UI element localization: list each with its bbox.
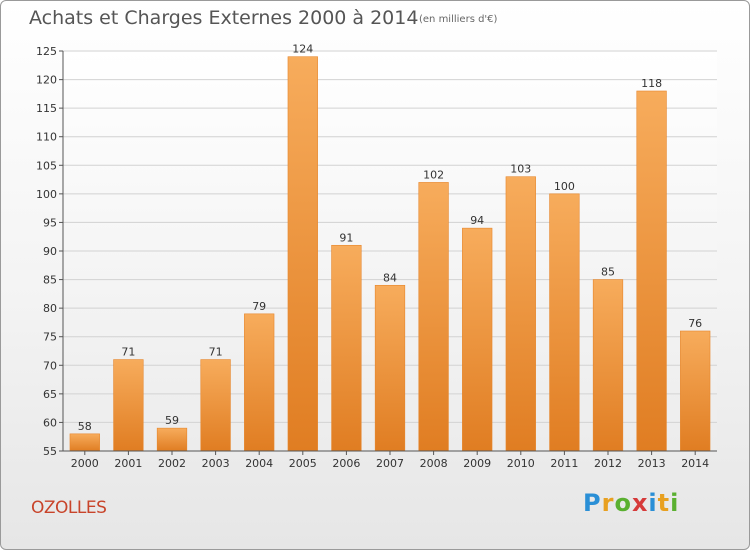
bar-2009	[462, 227, 493, 452]
x-tick-label: 2013	[638, 457, 666, 470]
y-tick-label: 90	[43, 245, 57, 258]
data-label-2007: 84	[383, 271, 397, 284]
data-label-2010: 103	[510, 163, 531, 176]
y-tick-label: 85	[43, 274, 57, 287]
proxiti-logo: Proxiti	[583, 489, 679, 517]
x-tick-label: 2012	[594, 457, 622, 470]
data-label-2005: 124	[292, 43, 313, 56]
y-tick-label: 60	[43, 416, 57, 429]
y-tick-label: 95	[43, 216, 57, 229]
chart-unit: (en milliers d'€)	[419, 14, 498, 25]
bar-2001	[113, 359, 144, 452]
y-tick-label: 65	[43, 388, 57, 401]
data-label-2013: 118	[641, 77, 662, 90]
bar-2011	[549, 193, 580, 452]
x-tick-labels: 2000 2001 2002 2003 2004 2005 2006 2007 2008 2009…	[71, 457, 709, 470]
y-tick-label: 75	[43, 331, 57, 344]
data-label-2014: 76	[688, 317, 702, 330]
bar-2002	[156, 427, 188, 452]
bar-2007	[374, 284, 406, 452]
logo-letter: i	[648, 489, 658, 517]
x-tick-label: 2009	[463, 457, 491, 470]
data-label-2006: 91	[339, 231, 353, 244]
x-tick-label: 2010	[507, 457, 535, 470]
y-tick-label: 120	[36, 74, 57, 87]
bar-2008	[418, 182, 449, 452]
data-label-2003: 71	[209, 346, 223, 359]
x-tick-label: 2014	[681, 457, 709, 470]
logo-letter: t	[657, 489, 671, 517]
data-labels: 58 71 59 71 79 124 91 84 102 94 103 100 85 118 76	[78, 43, 702, 433]
bar-2014	[680, 330, 711, 452]
data-label-2000: 58	[78, 420, 92, 433]
y-tick-label: 70	[43, 359, 57, 372]
x-tick-label: 2007	[376, 457, 404, 470]
y-tick-label: 80	[43, 302, 57, 315]
logo-letter: P	[583, 489, 602, 517]
bar-2005	[287, 56, 318, 452]
location-name: OZOLLES	[31, 498, 107, 518]
y-tick-label: 110	[36, 131, 57, 144]
y-tick-label: 115	[36, 102, 57, 115]
y-tick-label: 105	[36, 159, 57, 172]
bar-2013	[636, 90, 667, 452]
data-label-2009: 94	[470, 214, 484, 227]
data-label-2012: 85	[601, 266, 615, 279]
y-tick-label: 55	[43, 445, 57, 458]
data-label-2008: 102	[423, 168, 444, 181]
x-tick-label: 2002	[158, 457, 186, 470]
x-tick-label: 2001	[114, 457, 142, 470]
bar-2006	[331, 244, 362, 452]
bars	[69, 56, 711, 452]
logo-letter: o	[614, 489, 632, 517]
x-tick-label: 2011	[550, 457, 578, 470]
y-tick-label: 100	[36, 188, 57, 201]
bar-2010	[505, 176, 536, 452]
chart-title: Achats et Charges Externes 2000 à 2014	[29, 7, 419, 29]
bar-2000	[69, 433, 100, 452]
logo-letter: x	[631, 489, 649, 517]
x-tick-label: 2006	[332, 457, 360, 470]
x-tick-label: 2000	[71, 457, 99, 470]
data-label-2004: 79	[252, 300, 266, 313]
data-label-2002: 59	[165, 414, 179, 427]
x-tick-label: 2004	[245, 457, 273, 470]
bar-2012	[592, 279, 624, 452]
bar-2004	[244, 313, 275, 452]
axes	[62, 51, 717, 452]
logo-letter: i	[670, 489, 680, 517]
x-tick-label: 2003	[202, 457, 230, 470]
data-label-2011: 100	[554, 180, 575, 193]
x-tick-label: 2005	[289, 457, 317, 470]
y-tick-label: 125	[36, 45, 57, 58]
x-tick-label: 2008	[420, 457, 448, 470]
y-tick-labels: 55 60 65 70 75 80 85 90 95 100 105 110 115 120 125	[36, 45, 57, 458]
bar-2003	[200, 359, 231, 452]
logo-letter: r	[601, 489, 615, 517]
data-label-2001: 71	[121, 346, 135, 359]
